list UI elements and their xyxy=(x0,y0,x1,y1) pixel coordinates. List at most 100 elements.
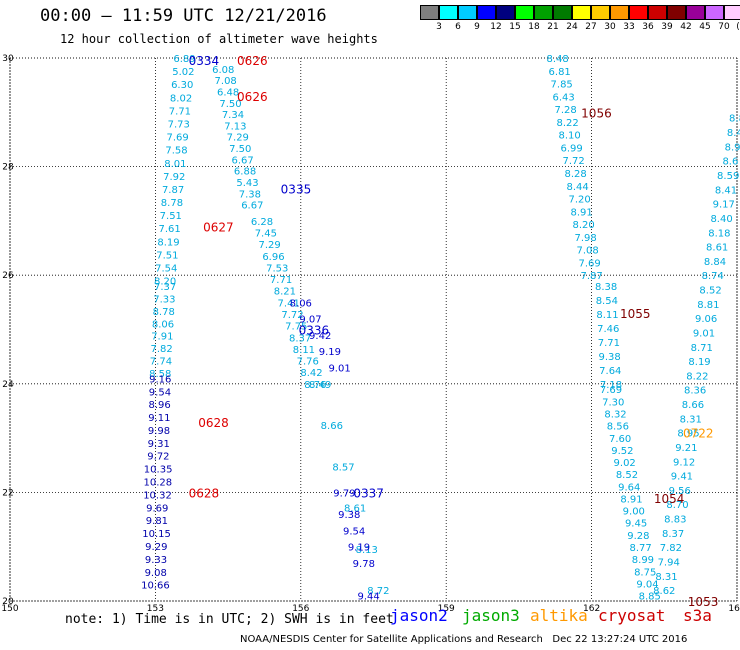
legend-label: 27 xyxy=(585,22,597,32)
swh-value: 7.98 xyxy=(574,233,596,244)
swh-value: 9.00 xyxy=(623,507,645,518)
swh-value: 8.72 xyxy=(367,586,389,597)
legend-label: 21 xyxy=(547,22,559,32)
footer-note: note: 1) Time is in UTC; 2) SWH is in fe… xyxy=(65,612,394,627)
pass-label: 0335 xyxy=(281,182,312,196)
swh-value: 9.98 xyxy=(148,426,170,437)
swh-value: 9.54 xyxy=(343,526,365,537)
swh-value: 5.43 xyxy=(236,178,258,189)
swh-value: 6.28 xyxy=(251,217,273,228)
legend-swatch xyxy=(572,5,591,20)
legend-label: 45 xyxy=(699,22,711,32)
x-tick-label: 156 xyxy=(292,604,309,614)
timestamp-text: Dec 22 13:27:24 UTC 2016 xyxy=(552,634,688,645)
x-tick-label: 159 xyxy=(438,604,455,614)
satellite-cryosat: cryosat xyxy=(598,606,666,625)
swh-value: 7.87 xyxy=(580,271,602,282)
y-tick-label: 22 xyxy=(2,488,13,498)
swh-value: 10.15 xyxy=(142,529,171,540)
swh-value: 8.52 xyxy=(699,286,721,297)
legend-label: 12 xyxy=(490,22,502,32)
swh-value: 8.66 xyxy=(321,421,343,432)
pass-label: 0628 xyxy=(198,416,229,430)
swh-value: 8.06 xyxy=(290,298,312,309)
swh-value: 8.06 xyxy=(152,319,174,330)
pass-label: 1055 xyxy=(620,307,651,321)
legend-swatch xyxy=(439,5,458,20)
satellite-jason3: jason3 xyxy=(462,606,520,625)
y-tick-label: 20 xyxy=(2,597,14,607)
swh-value: 9.81 xyxy=(146,516,168,527)
pass-label: 1056 xyxy=(581,106,612,120)
swh-value: 8.74 xyxy=(702,271,724,282)
swh-value: 8.8 xyxy=(729,114,740,125)
swh-value: 9.72 xyxy=(147,452,169,463)
swh-value: 8.78 xyxy=(161,198,183,209)
swh-value: 5.02 xyxy=(172,67,194,78)
pass-label: 0337 xyxy=(353,486,384,500)
swh-value: 8.11 xyxy=(596,310,618,321)
swh-value: 7.50 xyxy=(219,99,241,110)
swh-value: 8.91 xyxy=(570,207,592,218)
swh-value: 7.45 xyxy=(255,229,277,240)
swh-value: 7.72 xyxy=(563,156,585,167)
swh-value: 8.36 xyxy=(684,386,706,397)
swh-value: 7.60 xyxy=(609,434,631,445)
swh-value: 6.99 xyxy=(561,143,583,154)
legend-label: (ft) xyxy=(736,22,740,32)
swh-value: 8.84 xyxy=(704,257,726,268)
swh-value: 7.71 xyxy=(169,106,191,117)
legend-swatch xyxy=(591,5,610,20)
swh-value: 8.58 xyxy=(149,369,171,380)
swh-value: 8.66 xyxy=(682,400,704,411)
page-title: 00:00 — 11:59 UTC 12/21/2016 xyxy=(40,6,327,26)
swh-value: 8.01 xyxy=(164,159,186,170)
swh-value: 9.16 xyxy=(149,374,171,385)
swh-value: 9.42 xyxy=(309,331,331,342)
swh-value: 7.69 xyxy=(167,133,189,144)
swh-value: 6.30 xyxy=(171,80,193,91)
swh-value: 8.20 xyxy=(572,220,594,231)
pass-label: 0336 xyxy=(299,324,330,338)
swh-value: 7.92 xyxy=(163,172,185,183)
swh-value: 7.87 xyxy=(162,185,184,196)
swh-value: 7.18 xyxy=(600,380,622,391)
swh-value: 8.31 xyxy=(680,414,702,425)
swh-value: 9.06 xyxy=(695,314,717,325)
legend-swatch xyxy=(705,5,724,20)
swh-value: 7.58 xyxy=(165,146,187,157)
swh-value: 7.71 xyxy=(598,338,620,349)
swh-value: 9.44 xyxy=(358,592,380,603)
swh-value: 8.02 xyxy=(170,93,192,104)
swh-value: 7.08 xyxy=(576,246,598,257)
swh-value: 9.41 xyxy=(671,472,693,483)
legend-label: 24 xyxy=(566,22,578,32)
x-tick-label: 153 xyxy=(147,604,164,614)
swh-value: 10.66 xyxy=(141,581,170,592)
legend-swatch xyxy=(686,5,705,20)
satellite-s3a: s3a xyxy=(683,606,712,625)
swh-value: 7.82 xyxy=(660,543,682,554)
pass-label: 0628 xyxy=(189,486,220,500)
credit-text: NOAA/NESDIS Center for Satellite Applica… xyxy=(240,634,543,645)
swh-value: 8.59 xyxy=(717,171,739,182)
swh-value: 8.52 xyxy=(616,470,638,481)
legend-label: 70 xyxy=(718,22,730,32)
swh-value: 7.30 xyxy=(602,397,624,408)
swh-value: 8.91 xyxy=(620,494,642,505)
swh-value: 8.81 xyxy=(697,300,719,311)
legend-label: 30 xyxy=(604,22,616,32)
satellite-altika: altika xyxy=(530,606,588,625)
swh-value: 9.12 xyxy=(673,457,695,468)
legend-swatch xyxy=(496,5,515,20)
swh-value: 8.44 xyxy=(566,182,588,193)
pass-label: 1053 xyxy=(688,595,719,609)
swh-value: 7.51 xyxy=(160,211,182,222)
swh-value: 8.56 xyxy=(607,422,629,433)
page-subtitle: 12 hour collection of altimeter wave hei… xyxy=(60,32,378,46)
legend-swatch xyxy=(477,5,496,20)
swh-value: 7.28 xyxy=(555,105,577,116)
swh-value: 8.40 xyxy=(710,214,732,225)
swh-value: 9.29 xyxy=(145,542,167,553)
